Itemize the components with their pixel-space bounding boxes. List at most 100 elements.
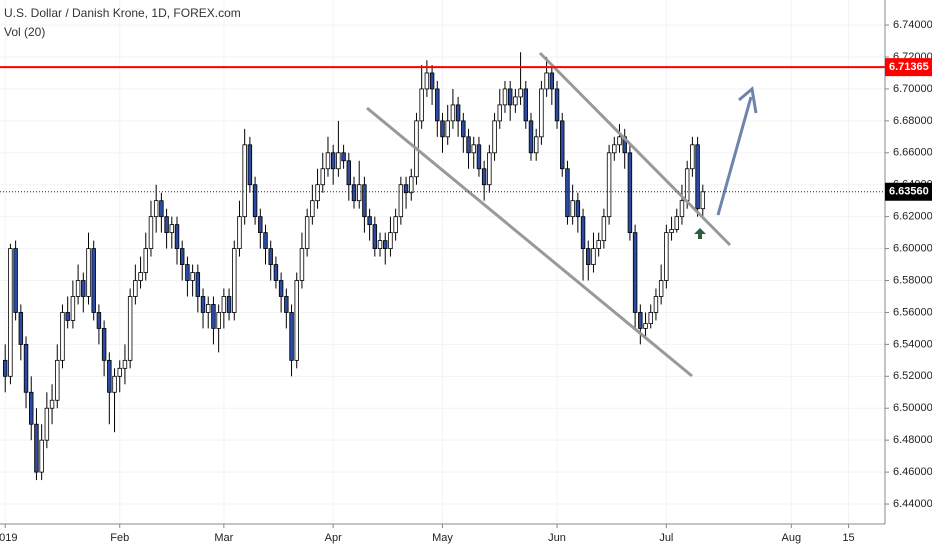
candle-body <box>336 152 341 170</box>
candle-body <box>565 168 570 218</box>
x-tick-label: May <box>432 532 453 544</box>
candle-body <box>518 88 523 98</box>
projection-arrowhead <box>738 86 758 114</box>
x-tick-label: 2019 <box>0 532 17 544</box>
candle-body <box>242 144 247 218</box>
candle-body <box>549 72 555 90</box>
y-tick-label: 6.68000 <box>893 115 932 127</box>
candle-body <box>159 200 164 218</box>
x-tick-label: Jul <box>659 532 673 544</box>
candle-body <box>289 312 294 361</box>
candle-body <box>591 248 596 265</box>
candle-body <box>356 184 362 202</box>
candle-body <box>435 88 440 122</box>
y-tick-label: 6.44000 <box>893 498 932 510</box>
candle-body <box>586 248 591 265</box>
candle-body <box>461 120 466 138</box>
candle-body <box>544 72 549 90</box>
candle-body <box>117 367 122 377</box>
candle-body <box>273 264 279 281</box>
candle-body <box>393 216 398 234</box>
candle-body <box>409 176 414 194</box>
candle-body <box>320 168 325 186</box>
candle-body <box>299 248 305 281</box>
y-tick-label: 6.48000 <box>893 434 932 446</box>
candle-body <box>18 312 24 345</box>
candle-body <box>627 152 633 234</box>
candle-body <box>471 144 476 154</box>
candle-body <box>513 96 518 106</box>
candle-body <box>403 184 409 194</box>
candle-body <box>29 391 34 425</box>
candle-body <box>440 120 445 138</box>
candle-body <box>153 200 159 218</box>
candle-body <box>44 407 50 441</box>
candle-body <box>143 248 148 273</box>
candle-body <box>700 191 706 210</box>
candle-body <box>268 248 273 265</box>
candle-body <box>148 216 154 249</box>
last-price-label: 6.63560 <box>889 186 929 198</box>
candle-body <box>362 184 367 218</box>
candle-body <box>86 248 91 297</box>
drawings <box>366 51 758 378</box>
candle-body <box>70 296 76 321</box>
candle-body <box>107 359 112 393</box>
candle-body <box>195 272 201 297</box>
candle-body <box>492 120 497 154</box>
candle-body <box>653 296 659 313</box>
candle-body <box>8 248 13 377</box>
candle-body <box>185 264 190 281</box>
candle-body <box>252 184 258 218</box>
y-tick-label: 6.74000 <box>893 19 932 31</box>
x-tick-label: 15 <box>842 532 854 544</box>
candle-body <box>112 375 117 393</box>
candle-body <box>65 312 70 321</box>
candle-body <box>601 216 607 242</box>
candle-body <box>533 136 539 154</box>
projection-arrow <box>716 96 753 216</box>
candle-body <box>554 88 560 122</box>
x-tick-label: Apr <box>325 532 342 544</box>
candle-body <box>211 304 216 329</box>
y-tick-label: 6.56000 <box>893 306 932 318</box>
candle-body <box>315 184 320 202</box>
candle-body <box>133 280 138 297</box>
candle-body <box>341 152 346 162</box>
candle-body <box>523 88 529 122</box>
candle-body <box>539 88 544 138</box>
candle-body <box>679 200 685 218</box>
candle-body <box>346 160 352 186</box>
axis: 6.44000 6.46000 6.48000 6.50000 6.52000 6.540… <box>0 19 932 544</box>
candle-body <box>91 248 96 313</box>
candle-body <box>304 216 310 249</box>
candle-body <box>596 240 601 249</box>
candle-body <box>684 168 690 202</box>
candle-body <box>429 72 435 90</box>
candle-body <box>216 312 221 329</box>
candle-body <box>190 272 195 281</box>
level-label: 6.71365 <box>889 61 929 73</box>
y-tick-label: 6.70000 <box>893 83 932 95</box>
candle-body <box>466 136 471 154</box>
candle-body <box>226 296 232 313</box>
candle-body <box>612 144 617 154</box>
candle-body <box>206 304 211 313</box>
candle-body <box>351 184 357 202</box>
candle-body <box>367 216 372 226</box>
candle-body <box>617 136 622 146</box>
candle-body <box>502 88 508 106</box>
candle-body <box>507 88 513 106</box>
candle-body <box>455 104 461 122</box>
x-tick-label: Mar <box>214 532 233 544</box>
candle-body <box>127 296 133 361</box>
candle-body <box>481 168 487 186</box>
candle-body <box>419 88 424 122</box>
candle-body <box>2 359 8 377</box>
candle-body <box>278 280 284 297</box>
y-tick-label: 6.46000 <box>893 466 932 478</box>
candle-body <box>258 216 263 234</box>
candle-body <box>445 120 450 138</box>
candle-body <box>237 216 242 249</box>
